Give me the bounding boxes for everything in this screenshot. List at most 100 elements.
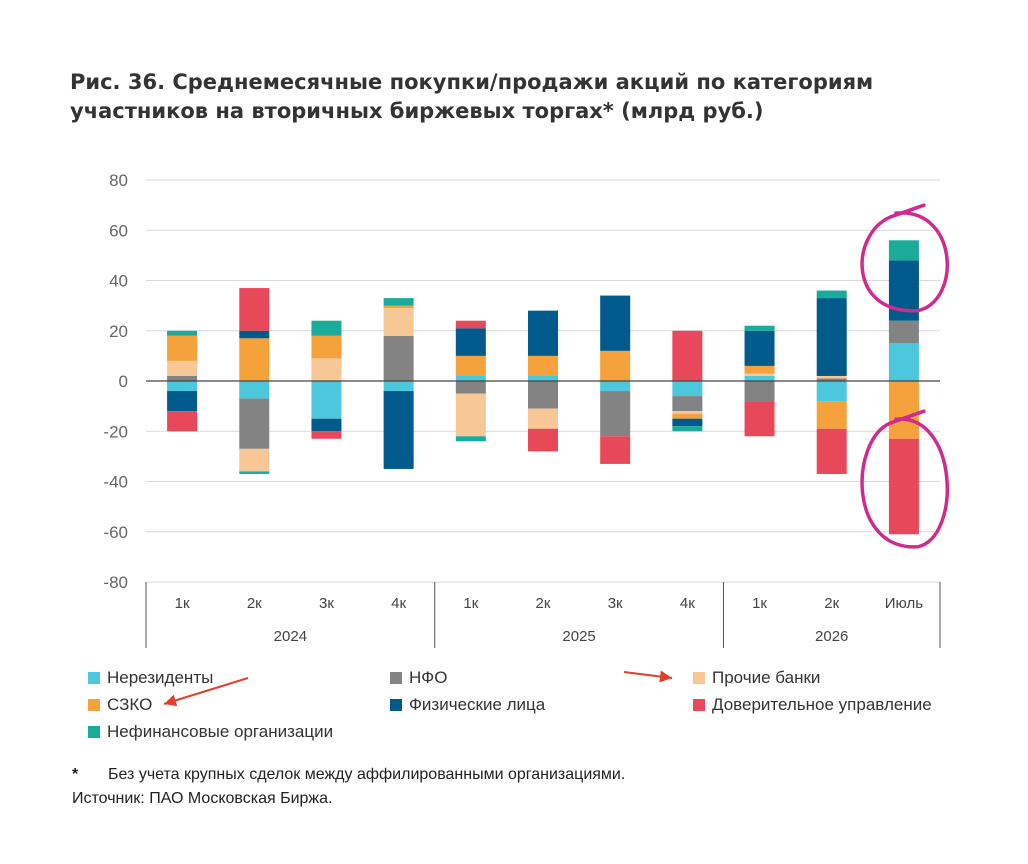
y-tick-label: -60 [103, 523, 128, 542]
bar-segment [672, 413, 703, 419]
bar-segment [455, 393, 486, 437]
footnote-marker: * [72, 766, 79, 783]
bar-segment [239, 471, 270, 474]
x-group-label: 2026 [815, 628, 848, 645]
y-tick-label: 40 [109, 272, 128, 291]
bar-segment [888, 381, 919, 439]
x-tick-label: 1к [752, 595, 767, 612]
legend-label: НФО [409, 668, 448, 687]
bar-segment [167, 330, 198, 336]
bar-segment [744, 365, 775, 374]
y-tick-label: -40 [103, 473, 128, 492]
bar-segment [816, 378, 847, 381]
x-tick-label: 2к [536, 595, 551, 612]
bar-segment [239, 398, 270, 449]
y-tick-label: -20 [103, 422, 128, 441]
legend-item: СЗКО [88, 695, 152, 715]
annotations [860, 203, 950, 549]
bar-segment [239, 448, 270, 472]
legend-swatch [693, 699, 705, 711]
legend-item: Нерезиденты [88, 668, 213, 688]
arrow-head [164, 694, 178, 707]
bar-segment [455, 355, 486, 376]
legend-item: Доверительное управление [693, 695, 932, 715]
legend-item: Нефинансовые организации [88, 722, 333, 742]
x-group-label: 2025 [562, 628, 595, 645]
bar-segment [888, 240, 919, 261]
bar-segment [383, 305, 414, 309]
bar-segment [311, 431, 342, 439]
legend-label: Нефинансовые организации [107, 722, 334, 741]
x-tick-label: 2к [247, 595, 262, 612]
bar-segment [888, 320, 919, 344]
bar-segment [816, 381, 847, 402]
bar-segment [744, 373, 775, 376]
bar-segment [528, 408, 558, 429]
bar-segment [455, 320, 486, 329]
bar-segment [383, 391, 414, 469]
bar-segment [744, 325, 775, 331]
bar-segment [239, 338, 270, 381]
legend-swatch [390, 672, 402, 684]
y-tick-label: -80 [103, 573, 128, 592]
y-tick-label: 0 [119, 372, 128, 391]
bar-segment [816, 290, 847, 299]
bar-segment [816, 401, 847, 429]
bar-segment [455, 328, 486, 356]
y-tick-label: 60 [109, 221, 128, 240]
bar-segment [455, 381, 486, 394]
legend-label: Нерезиденты [107, 668, 214, 687]
x-tick-label: 4к [391, 595, 406, 612]
bar-segment [167, 411, 198, 432]
arrow-head [659, 670, 672, 683]
y-axis-labels: 80 60 40 20 0 -20 -40 -60 -80 [103, 171, 128, 592]
bar-segment [528, 375, 558, 381]
bar-segment [744, 330, 775, 366]
bar-segment [383, 308, 414, 336]
bar-segment [239, 288, 270, 331]
bar-segment [167, 375, 198, 381]
bar-segment [167, 360, 198, 376]
bar-segment [311, 358, 342, 381]
x-tick-label: 2к [824, 595, 839, 612]
legend-label: Доверительное управление [712, 695, 932, 714]
highlight-circle-annotation [860, 203, 949, 313]
bar-segment [383, 381, 414, 392]
legend-label: Прочие банки [712, 668, 821, 687]
x-tick-label: 3к [608, 595, 623, 612]
bar-segment [816, 298, 847, 376]
x-axis: 1к 2к 3к 4к 1к 2к 3к 4к 1к 2к Июль 2024 2025 2026 [145, 582, 941, 648]
source-note: Источник: ПАО Московская Биржа. [72, 790, 333, 807]
bar-segment [167, 335, 198, 361]
highlight-circle-annotation [860, 409, 950, 549]
bar-segment [528, 355, 558, 376]
y-tick-label: 80 [109, 171, 128, 190]
footnote: * Без учета крупных сделок между аффилиро… [72, 766, 625, 784]
legend-swatch [88, 672, 100, 684]
legend-item: Физические лица [390, 695, 545, 715]
bar-segment [744, 401, 775, 437]
legend-label: СЗКО [107, 695, 153, 714]
bar-segment [672, 396, 703, 412]
x-tick-label: Июль [885, 595, 923, 612]
x-tick-label: 1к [175, 595, 190, 612]
bar-segment [600, 391, 631, 437]
chart-title: Рис. 36. Среднемесячные покупки/продажи … [70, 70, 874, 123]
x-group-label: 2024 [274, 628, 307, 645]
bar-segment [239, 381, 270, 399]
bar-segment [600, 436, 631, 464]
footnote-text: Без учета крупных сделок между аффилиров… [108, 766, 626, 783]
legend-swatch [390, 699, 402, 711]
legend-item: НФО [390, 668, 447, 688]
bar-segment [744, 375, 775, 381]
y-tick-label: 20 [109, 322, 128, 341]
bar-segment [888, 343, 919, 381]
bar-segment [311, 335, 342, 359]
bar-segment [888, 438, 919, 535]
arrow-line [623, 671, 673, 679]
legend-swatch [88, 699, 100, 711]
legend-item: Прочие банки [693, 668, 820, 688]
bar-segment [383, 298, 414, 306]
legend-label: Физические лица [409, 695, 546, 714]
